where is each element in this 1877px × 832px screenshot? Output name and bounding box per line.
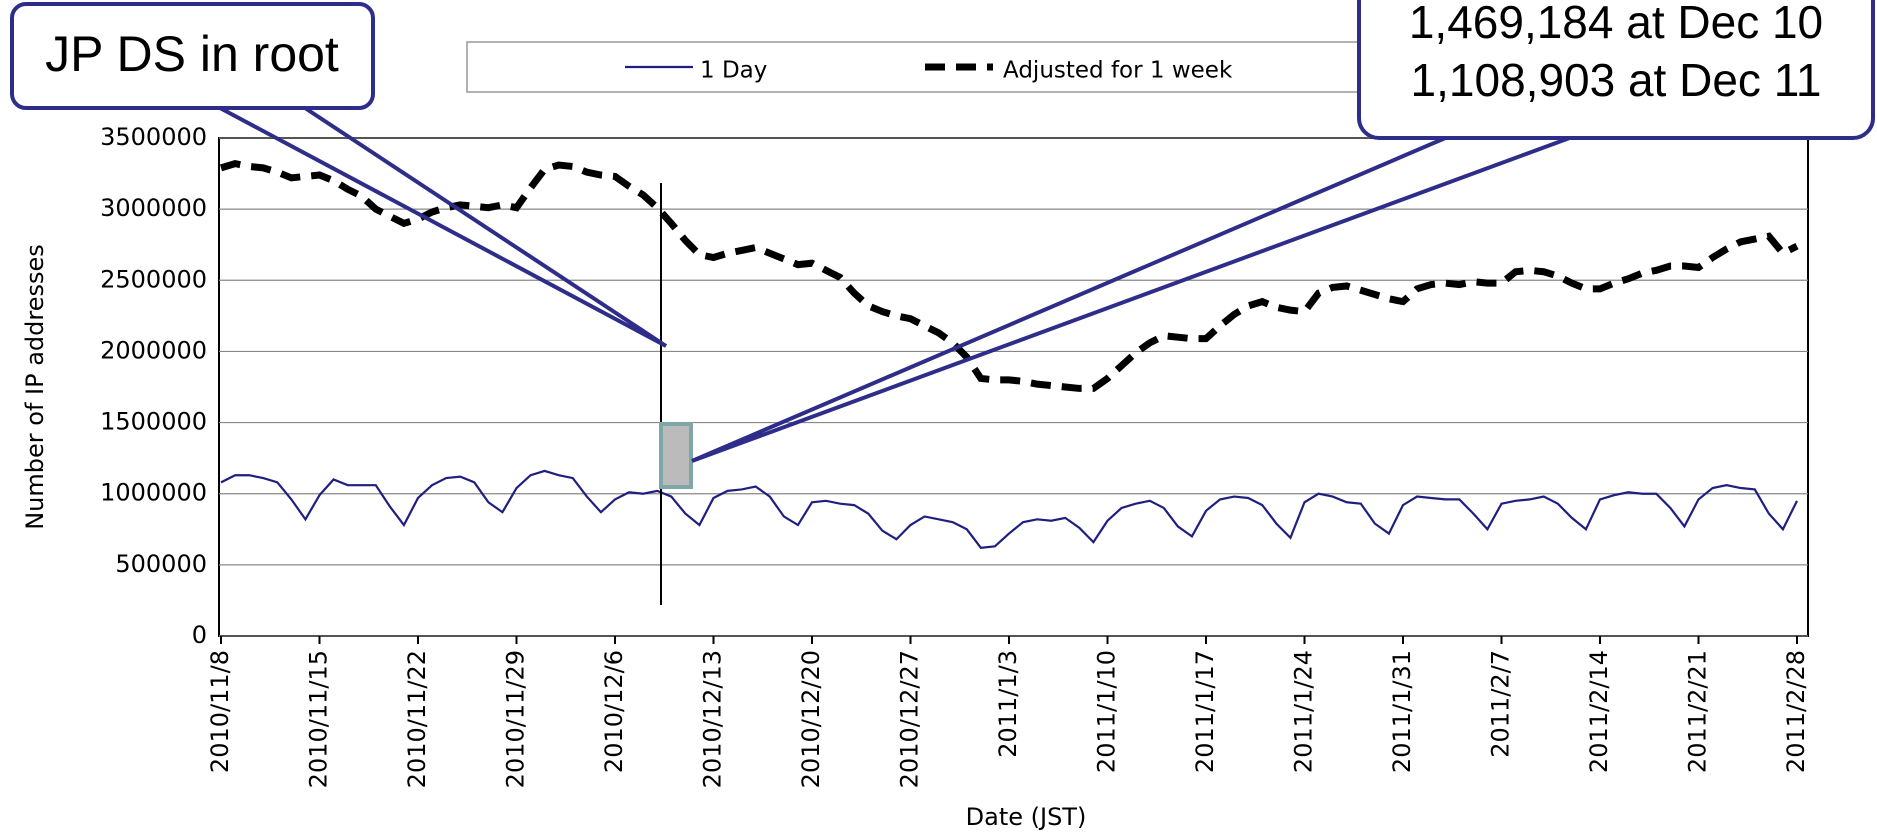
y-tick-label: 1000000: [100, 479, 207, 507]
x-tick-label: 2011/1/17: [1191, 650, 1219, 773]
x-axis-title: Date (JST): [966, 803, 1087, 831]
x-tick-label: 2010/11/8: [206, 650, 234, 773]
callout-text: 1,469,184 at Dec 10: [1409, 0, 1823, 48]
y-tick-label: 3500000: [100, 123, 207, 151]
highlight-box: [659, 422, 693, 489]
callout-box: [1357, 0, 1875, 140]
x-tick-label: 2011/1/3: [994, 650, 1022, 758]
y-tick-label: 2000000: [100, 336, 207, 364]
y-tick-label: 1500000: [100, 408, 207, 436]
callout-text: JP DS in root: [45, 26, 339, 82]
y-tick-label: 2500000: [100, 265, 207, 293]
x-tick-label: 2011/1/24: [1290, 650, 1318, 773]
legend-label: 1 Day: [700, 58, 767, 84]
x-tick-label: 2010/12/13: [699, 650, 727, 788]
x-tick-label: 2011/2/14: [1585, 650, 1613, 773]
x-tick-label: 2011/1/31: [1388, 650, 1416, 773]
callout-box: [10, 2, 375, 110]
x-tick-label: 2010/11/22: [403, 650, 431, 788]
callout-text: 1,108,903 at Dec 11: [1411, 54, 1822, 106]
series-line: [220, 469, 1798, 549]
x-tick-label: 2010/12/27: [896, 650, 924, 788]
x-tick-label: 2011/2/21: [1684, 650, 1712, 773]
y-tick-label: 500000: [115, 550, 207, 578]
x-tick-label: 2010/12/6: [600, 650, 628, 773]
legend-label: Adjusted for 1 week: [1003, 58, 1233, 84]
x-tick-label: 2010/12/20: [797, 650, 825, 788]
x-tick-label: 2011/2/28: [1782, 650, 1810, 773]
x-tick-label: 2011/1/10: [1093, 650, 1121, 773]
plot-layer: [219, 137, 1808, 637]
x-tick-label: 2011/2/7: [1487, 650, 1515, 758]
y-axis-title: Number of IP addresses: [21, 244, 49, 530]
x-tick-label: 2010/11/29: [502, 650, 530, 788]
x-tick-label: 2010/11/15: [305, 650, 333, 788]
y-tick-label: 3000000: [100, 194, 207, 222]
plot-area: [218, 137, 1809, 637]
y-tick-label: 0: [192, 621, 207, 649]
dashed-series-line: [219, 160, 1799, 392]
